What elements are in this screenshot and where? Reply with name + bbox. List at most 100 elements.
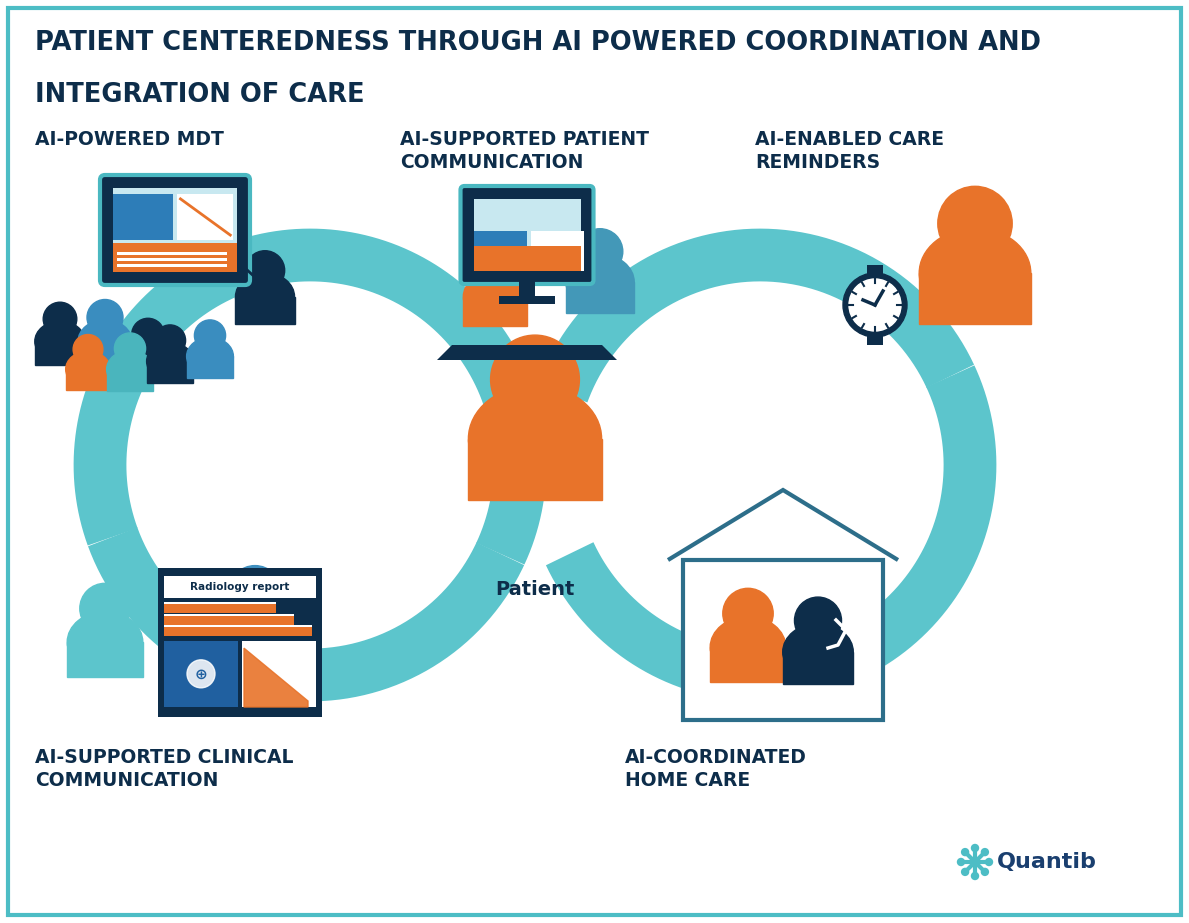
Ellipse shape	[566, 255, 634, 309]
Circle shape	[80, 583, 131, 634]
Bar	[78, 342, 132, 366]
FancyBboxPatch shape	[158, 568, 322, 717]
Ellipse shape	[65, 352, 111, 388]
Circle shape	[981, 869, 988, 875]
Ellipse shape	[34, 321, 86, 362]
Bar	[531, 232, 584, 271]
Bar	[34, 342, 86, 365]
Bar	[187, 356, 233, 378]
Bar	[107, 369, 153, 390]
Bar	[473, 246, 580, 271]
Bar	[867, 335, 883, 345]
Ellipse shape	[68, 612, 143, 673]
Polygon shape	[438, 345, 617, 360]
Ellipse shape	[146, 342, 194, 380]
Bar	[177, 194, 233, 240]
Text: PATIENT CENTEREDNESS THROUGH AI POWERED COORDINATION AND: PATIENT CENTEREDNESS THROUGH AI POWERED …	[34, 30, 1042, 56]
Circle shape	[843, 273, 907, 337]
Bar	[164, 614, 294, 616]
Ellipse shape	[782, 624, 854, 680]
FancyBboxPatch shape	[100, 175, 250, 285]
Circle shape	[114, 333, 145, 364]
Bar	[164, 576, 316, 598]
Bar	[235, 296, 295, 324]
Ellipse shape	[187, 338, 233, 375]
Bar	[164, 641, 238, 707]
Bar	[117, 258, 227, 261]
Text: Quantib: Quantib	[998, 852, 1097, 872]
Circle shape	[228, 566, 282, 618]
Bar	[117, 252, 227, 255]
Circle shape	[962, 848, 969, 856]
Bar	[215, 628, 295, 664]
Circle shape	[87, 299, 122, 335]
Circle shape	[474, 247, 516, 290]
Circle shape	[491, 335, 579, 424]
Circle shape	[971, 845, 979, 852]
Bar	[919, 273, 1031, 324]
Bar	[867, 265, 883, 275]
Bar	[146, 361, 194, 383]
Circle shape	[245, 251, 284, 290]
Ellipse shape	[919, 228, 1031, 318]
Bar	[68, 642, 143, 677]
FancyBboxPatch shape	[8, 8, 1181, 915]
Bar	[520, 280, 535, 298]
Bar	[682, 560, 883, 720]
Ellipse shape	[215, 595, 295, 659]
Circle shape	[73, 334, 103, 365]
Bar	[710, 647, 786, 682]
Bar	[164, 626, 312, 628]
Ellipse shape	[710, 617, 786, 677]
Polygon shape	[244, 648, 308, 707]
Bar	[113, 243, 237, 272]
Circle shape	[957, 858, 964, 866]
Bar	[473, 199, 580, 271]
Circle shape	[938, 186, 1012, 260]
Bar	[164, 616, 294, 625]
Bar	[566, 282, 634, 313]
Bar	[243, 641, 316, 707]
Text: AI-ENABLED CARE
REMINDERS: AI-ENABLED CARE REMINDERS	[755, 130, 944, 173]
Bar	[464, 297, 527, 326]
Bar	[164, 628, 312, 636]
Bar	[164, 602, 276, 604]
Circle shape	[981, 848, 988, 856]
Circle shape	[971, 872, 979, 880]
Text: AI-SUPPORTED PATIENT
COMMUNICATION: AI-SUPPORTED PATIENT COMMUNICATION	[400, 130, 649, 173]
Circle shape	[723, 588, 773, 639]
FancyBboxPatch shape	[460, 186, 593, 284]
Bar	[124, 356, 172, 378]
Text: INTEGRATION OF CARE: INTEGRATION OF CARE	[34, 82, 365, 108]
Text: AI-POWERED MDT: AI-POWERED MDT	[34, 130, 224, 149]
Ellipse shape	[124, 337, 172, 376]
Bar	[113, 194, 172, 240]
Bar	[65, 369, 111, 390]
Circle shape	[194, 320, 226, 351]
Bar	[468, 438, 602, 499]
Ellipse shape	[78, 319, 132, 364]
Text: Patient: Patient	[496, 580, 574, 599]
Ellipse shape	[468, 385, 602, 492]
Bar	[782, 652, 854, 684]
Circle shape	[43, 302, 77, 336]
Ellipse shape	[107, 351, 153, 389]
Bar	[473, 232, 527, 271]
Bar	[113, 188, 237, 272]
Text: ⊕: ⊕	[195, 666, 207, 681]
Circle shape	[155, 325, 185, 356]
Bar	[117, 264, 227, 267]
Bar	[164, 604, 276, 613]
Text: Radiology report: Radiology report	[190, 582, 290, 592]
Bar	[499, 296, 555, 304]
Ellipse shape	[235, 273, 295, 320]
Circle shape	[962, 869, 969, 875]
Ellipse shape	[464, 271, 527, 322]
Circle shape	[849, 279, 901, 331]
Circle shape	[986, 858, 993, 866]
Circle shape	[577, 229, 623, 274]
Text: AI-COORDINATED
HOME CARE: AI-COORDINATED HOME CARE	[625, 748, 807, 790]
Circle shape	[132, 318, 164, 351]
Circle shape	[187, 660, 215, 688]
Circle shape	[794, 597, 842, 644]
